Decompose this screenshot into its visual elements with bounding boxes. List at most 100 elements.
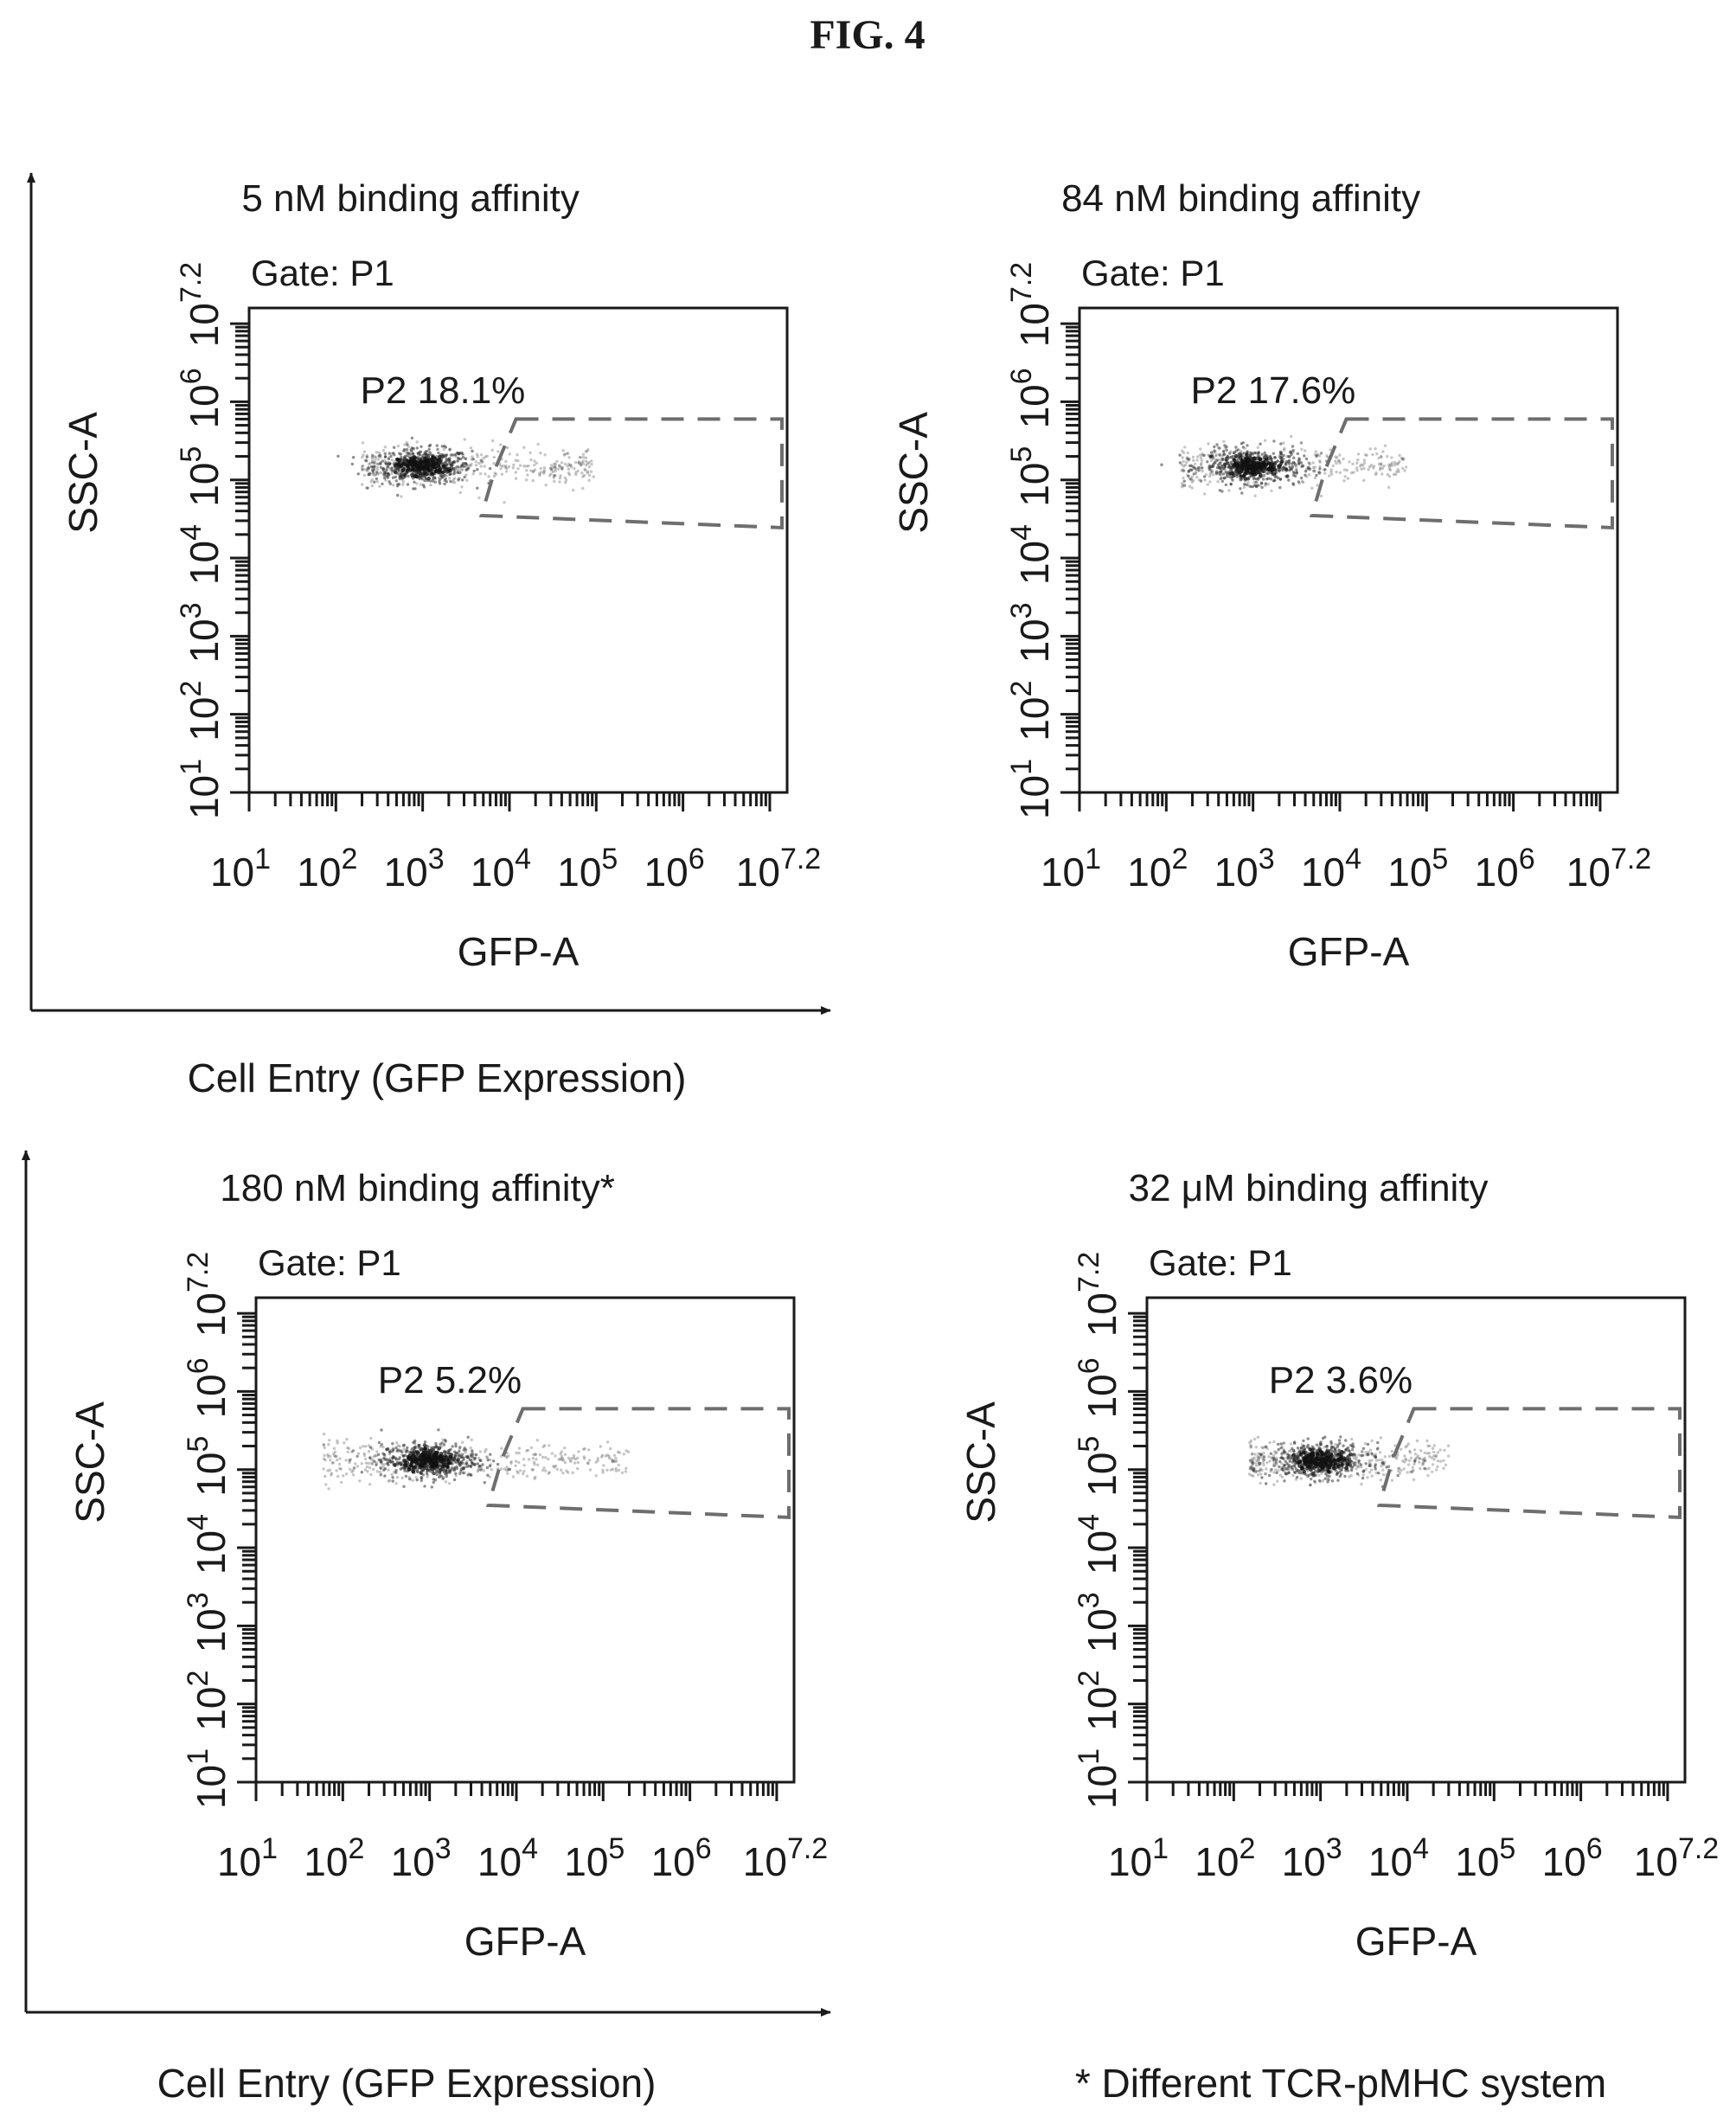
data-point xyxy=(1432,1458,1436,1461)
data-point xyxy=(1323,1435,1327,1439)
data-point xyxy=(1339,1468,1342,1472)
data-point xyxy=(1374,471,1378,475)
data-point xyxy=(1262,465,1267,470)
data-point xyxy=(1265,1482,1268,1485)
data-point xyxy=(1374,1463,1378,1466)
data-point xyxy=(1280,1467,1284,1471)
data-point xyxy=(453,470,457,474)
y-tick-label: 104 xyxy=(182,1514,234,1575)
data-point xyxy=(586,448,590,452)
data-point xyxy=(548,1444,551,1447)
data-point xyxy=(1186,451,1189,455)
data-point xyxy=(1355,1467,1358,1471)
data-point xyxy=(394,1482,398,1485)
x-tick-label: 106 xyxy=(644,843,705,895)
data-point xyxy=(1383,444,1387,447)
data-point xyxy=(1360,1449,1364,1453)
data-point xyxy=(1290,434,1293,439)
y-tick-label: 104 xyxy=(1005,524,1057,585)
data-point xyxy=(1345,468,1349,472)
data-point xyxy=(1254,1464,1259,1468)
data-point xyxy=(377,1440,381,1445)
data-point xyxy=(1361,1473,1365,1477)
data-point xyxy=(1326,1477,1329,1480)
x-tick-label: 101 xyxy=(210,843,271,895)
data-point xyxy=(435,444,439,447)
data-point xyxy=(323,1446,326,1450)
data-point xyxy=(1252,451,1257,455)
data-point xyxy=(368,462,371,466)
data-point xyxy=(466,1435,470,1440)
data-point xyxy=(563,452,567,456)
data-point xyxy=(1328,474,1331,478)
figure-title: FIG. 4 xyxy=(810,12,925,58)
data-point xyxy=(452,472,455,476)
data-point xyxy=(413,1465,418,1469)
data-point xyxy=(1333,1462,1338,1466)
data-point xyxy=(384,467,388,471)
data-point xyxy=(581,486,585,491)
data-point xyxy=(345,1438,349,1441)
data-point xyxy=(1206,460,1209,464)
data-point xyxy=(1313,465,1317,469)
data-point xyxy=(395,467,399,471)
data-point xyxy=(489,1453,492,1456)
data-point xyxy=(397,469,400,472)
data-point xyxy=(381,459,384,463)
x-tick-label: 107.2 xyxy=(1634,1832,1719,1884)
data-point xyxy=(443,461,446,465)
data-point xyxy=(414,1476,418,1479)
data-point xyxy=(462,465,466,468)
data-point xyxy=(332,1446,336,1450)
data-point xyxy=(452,460,456,464)
data-point xyxy=(381,482,384,486)
data-point xyxy=(475,452,479,456)
data-point xyxy=(1335,461,1338,465)
data-point xyxy=(410,436,414,439)
data-point xyxy=(1368,1448,1373,1452)
data-point xyxy=(323,1453,326,1458)
data-point xyxy=(1319,1462,1324,1466)
data-point xyxy=(338,1457,342,1460)
data-point xyxy=(1254,468,1259,472)
data-point xyxy=(406,1449,409,1453)
data-point xyxy=(1201,452,1204,456)
data-point xyxy=(1374,1455,1378,1459)
data-point xyxy=(1318,471,1323,475)
data-point xyxy=(1182,476,1185,480)
data-point xyxy=(406,453,409,458)
data-point xyxy=(576,1460,580,1465)
data-point xyxy=(1297,1464,1302,1468)
data-point xyxy=(439,474,443,478)
data-point xyxy=(1249,1446,1252,1449)
data-point xyxy=(323,1474,327,1478)
data-point xyxy=(445,480,449,484)
data-point xyxy=(392,446,396,449)
data-point xyxy=(390,452,394,456)
data-point xyxy=(586,462,590,465)
plot-frame xyxy=(247,306,789,794)
y-tick-label: 105 xyxy=(1073,1436,1124,1497)
data-point xyxy=(590,463,593,466)
y-axis-label: SSC-A xyxy=(958,1401,1003,1523)
y-tick-label: 106 xyxy=(1005,368,1057,428)
plot-frame xyxy=(254,1296,796,1784)
data-point xyxy=(336,1474,340,1478)
data-point xyxy=(403,1467,407,1471)
data-point xyxy=(1337,1457,1342,1462)
data-point xyxy=(373,473,376,477)
data-point xyxy=(538,473,541,478)
data-point xyxy=(1291,1473,1295,1478)
data-point xyxy=(391,1479,394,1483)
data-point xyxy=(380,1428,383,1432)
data-point xyxy=(554,469,557,472)
data-point xyxy=(554,462,557,466)
data-point xyxy=(418,451,421,454)
y-tick-label: 107.2 xyxy=(182,1252,234,1337)
data-point xyxy=(1188,464,1193,468)
data-point xyxy=(453,481,457,484)
data-point xyxy=(322,1443,326,1446)
data-point xyxy=(362,1445,365,1448)
data-point xyxy=(1229,460,1233,465)
data-point xyxy=(528,1458,531,1461)
